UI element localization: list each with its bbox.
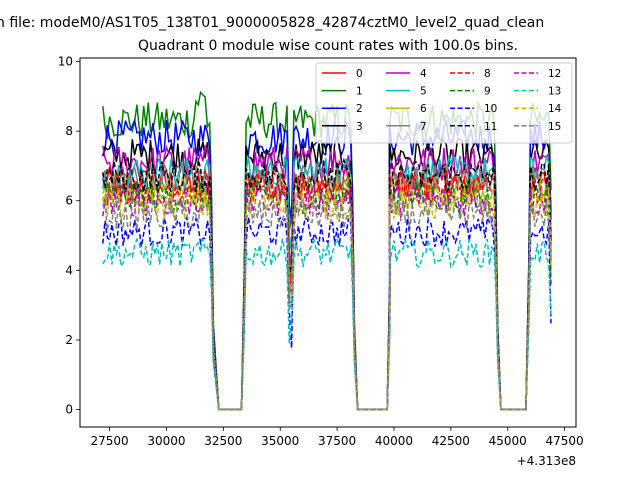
legend-label-11: 11 xyxy=(484,121,497,133)
series-line-14 xyxy=(102,186,552,411)
legend-label-7: 7 xyxy=(420,121,427,133)
legend-label-2: 2 xyxy=(356,103,363,115)
legend-label-13: 13 xyxy=(548,86,561,98)
series-line-15 xyxy=(102,198,552,411)
legend-label-9: 9 xyxy=(484,86,491,98)
y-tick-label: 8 xyxy=(65,124,73,138)
legend-label-3: 3 xyxy=(356,121,363,133)
x-tick-label: 47500 xyxy=(546,434,584,448)
legend-label-4: 4 xyxy=(420,68,427,80)
series-line-13 xyxy=(102,236,552,411)
x-tick-label: 45000 xyxy=(489,434,527,448)
series-line-10 xyxy=(102,214,552,411)
x-tick-label: 32500 xyxy=(204,434,242,448)
x-tick-label: 42500 xyxy=(432,434,470,448)
x-tick-label: 37500 xyxy=(318,434,356,448)
legend-label-10: 10 xyxy=(484,103,497,115)
x-tick-label: 30000 xyxy=(147,434,185,448)
y-tick-label: 6 xyxy=(65,194,73,208)
x-tick-label: 27500 xyxy=(90,434,128,448)
legend-label-1: 1 xyxy=(356,86,363,98)
legend-label-8: 8 xyxy=(484,68,491,80)
legend-label-5: 5 xyxy=(420,86,427,98)
legend-label-14: 14 xyxy=(548,103,562,115)
x-tick-label: 40000 xyxy=(375,434,413,448)
figure-suptitle: n file: modeM0/AS1T05_138T01_9000005828_… xyxy=(0,15,544,31)
series-line-12 xyxy=(102,182,552,411)
series-layer xyxy=(102,90,552,411)
y-axis: 0 2 4 6 8 10 xyxy=(58,54,80,417)
legend-box xyxy=(315,62,573,144)
chart-title: Quadrant 0 module wise count rates with … xyxy=(138,38,518,54)
plot-area: 27500 30000 32500 35000 37500 40000 42500 45000… xyxy=(58,54,584,468)
legend-label-6: 6 xyxy=(420,103,427,115)
x-offset-label: +4.313e8 xyxy=(517,454,576,468)
series-line-3 xyxy=(102,136,552,411)
legend-label-12: 12 xyxy=(548,68,561,80)
y-tick-label: 0 xyxy=(65,403,73,417)
legend-label-0: 0 xyxy=(356,68,363,80)
y-tick-label: 10 xyxy=(58,54,73,68)
x-axis: 27500 30000 32500 35000 37500 40000 42500 45000… xyxy=(90,427,584,448)
legend-label-15: 15 xyxy=(548,121,561,133)
y-tick-label: 4 xyxy=(65,263,73,277)
x-tick-label: 35000 xyxy=(261,434,299,448)
axes-frame xyxy=(79,57,577,428)
series-line-9 xyxy=(102,179,552,411)
y-tick-label: 2 xyxy=(65,333,73,347)
